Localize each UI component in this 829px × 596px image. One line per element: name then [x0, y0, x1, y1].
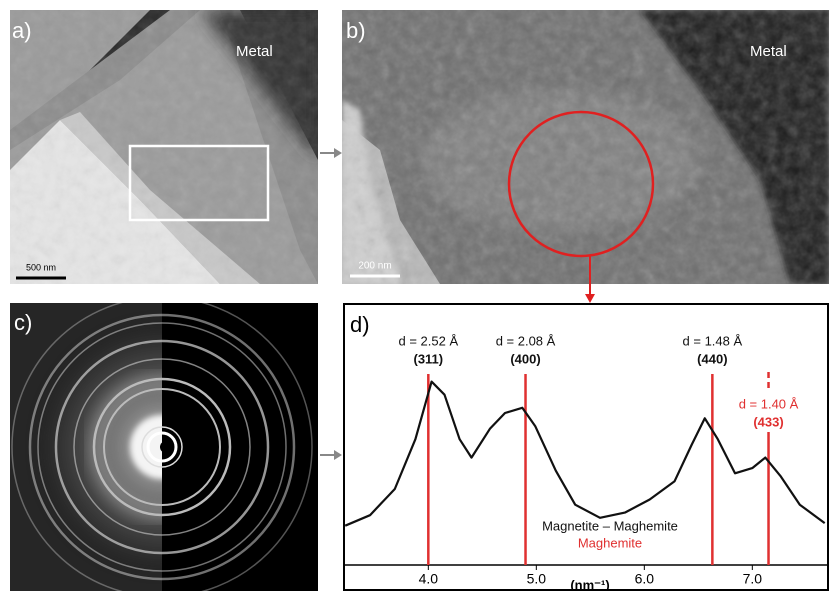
scale-label: 200 nm [358, 261, 391, 272]
panel-label: a) [12, 18, 32, 43]
micrograph-b [342, 10, 829, 284]
arrows [320, 148, 595, 460]
annotation: Metal [236, 43, 273, 60]
panel-label: c) [14, 310, 32, 335]
peak-index: (440) [697, 351, 727, 366]
x-tick-label: 7.0 [743, 571, 763, 587]
region-circle [507, 110, 655, 258]
legend-entry: Maghemite [578, 535, 642, 550]
peak-label: d = 2.08 Å [496, 333, 556, 348]
labels: a) Metal 500 nm b) Metal 200 nm c) [12, 18, 787, 335]
x-axis-label: (nm⁻¹) [570, 577, 609, 591]
x-tick-label: 5.0 [527, 571, 547, 587]
diffraction-c [10, 303, 318, 591]
panel-label: d) [350, 312, 370, 337]
spectrum-line [344, 380, 826, 527]
legend-entry: Magnetite – Maghemite [542, 518, 678, 533]
peak-index: (311) [413, 351, 443, 366]
scale-label: 500 nm [26, 262, 56, 272]
peak-index: (433) [753, 414, 783, 429]
panel-label: b) [346, 18, 366, 43]
peak-label: d = 1.40 Å [739, 396, 799, 411]
peak-label: d = 1.48 Å [683, 333, 743, 348]
annotation: Metal [750, 43, 787, 60]
peak-label: d = 2.52 Å [398, 333, 458, 348]
peak-index: (400) [510, 351, 540, 366]
x-tick-label: 6.0 [635, 571, 655, 587]
chart-frame [343, 303, 829, 591]
zoom-box [128, 144, 270, 222]
x-tick-label: 4.0 [419, 571, 439, 587]
